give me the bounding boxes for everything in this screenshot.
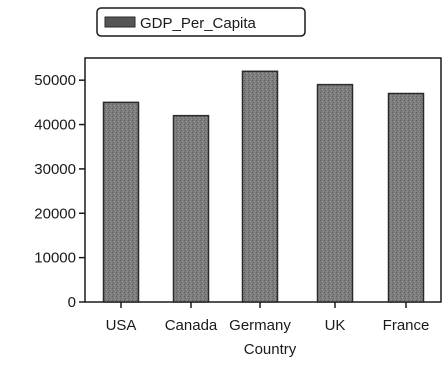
y-tick-label: 40000 (34, 117, 76, 134)
legend-label: GDP_Per_Capita (140, 15, 257, 32)
y-tick-label: 30000 (34, 161, 76, 178)
x-tick-label: France (383, 317, 430, 334)
x-axis: USA Canada Germany UK France (106, 302, 430, 334)
y-tick-label: 20000 (34, 205, 76, 222)
bars (102, 70, 425, 303)
legend: GDP_Per_Capita (96, 7, 306, 37)
bar-usa (102, 101, 140, 303)
y-tick-label: 50000 (34, 72, 76, 89)
legend-swatch (104, 16, 136, 28)
legend-box (96, 7, 306, 37)
x-tick-label: Germany (229, 317, 291, 334)
bar-germany (241, 70, 279, 303)
y-tick-label: 0 (68, 294, 76, 311)
bar-france (387, 92, 425, 303)
x-axis-title: Country (244, 341, 297, 358)
y-axis: 0 10000 20000 30000 40000 50000 (34, 72, 85, 311)
x-tick-label: USA (106, 317, 137, 334)
plot-area: 0 10000 20000 30000 40000 50000 USA Canada Germ… (34, 57, 442, 334)
bar-canada (172, 114, 210, 303)
y-tick-label: 10000 (34, 250, 76, 267)
x-tick-label: UK (325, 317, 346, 334)
x-tick-label: Canada (165, 317, 218, 334)
bar-uk (316, 83, 354, 303)
